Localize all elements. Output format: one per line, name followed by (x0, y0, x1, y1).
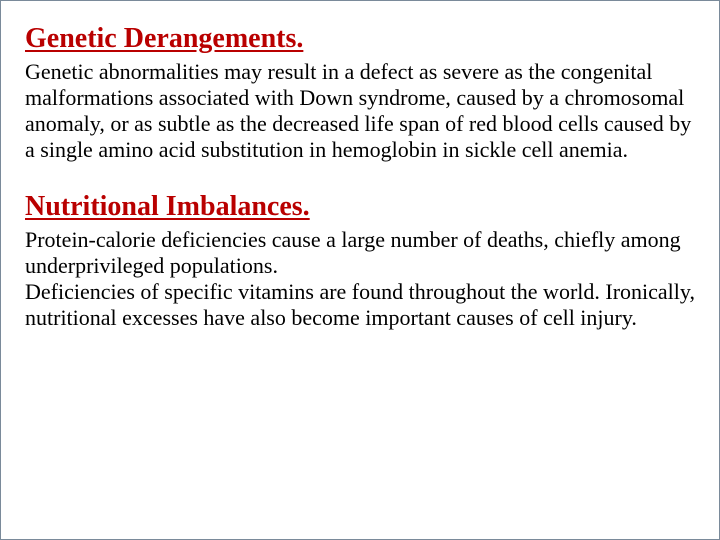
section-heading: Genetic Derangements. (25, 23, 695, 55)
slide-container: Genetic Derangements. Genetic abnormalit… (0, 0, 720, 540)
section-2: Nutritional Imbalances. Protein-calorie … (25, 191, 695, 331)
section-gap (25, 163, 695, 191)
section-body: Protein-calorie deficiencies cause a lar… (25, 227, 695, 331)
section-body: Genetic abnormalities may result in a de… (25, 59, 695, 163)
section-heading: Nutritional Imbalances. (25, 191, 695, 223)
section-1: Genetic Derangements. Genetic abnormalit… (25, 23, 695, 163)
